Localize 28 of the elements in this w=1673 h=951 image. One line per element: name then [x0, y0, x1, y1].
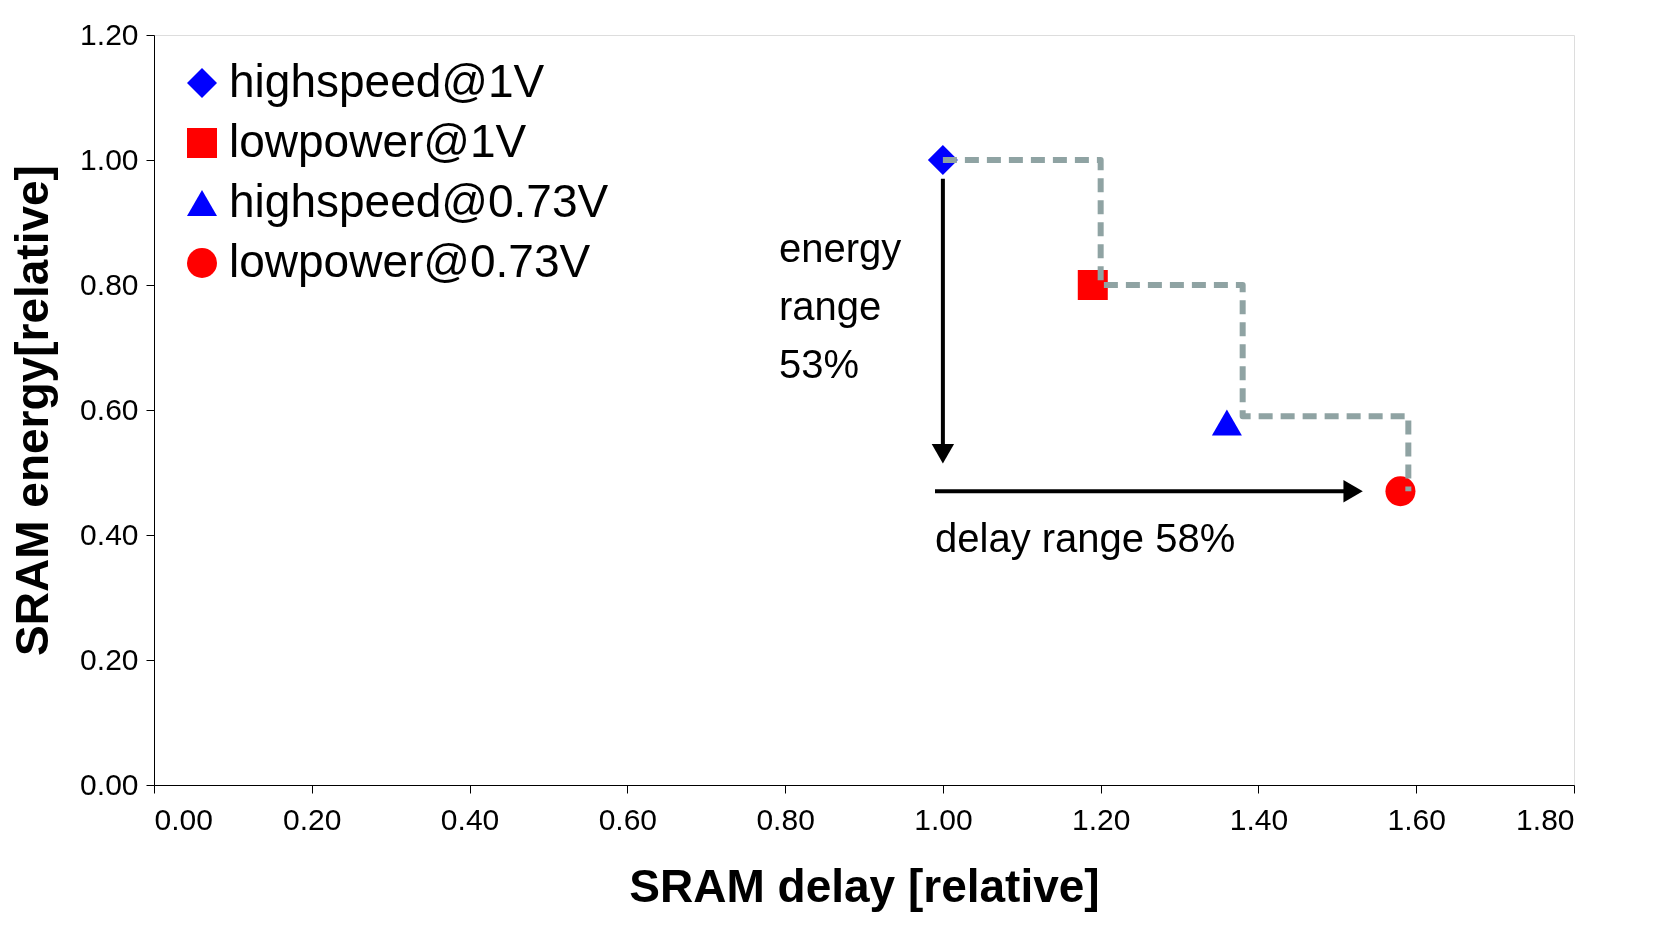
x-tick-label: 1.40	[1229, 802, 1289, 836]
point	[1385, 476, 1416, 507]
x-tick-label: 1.80	[1516, 802, 1575, 836]
y-tick-label: 0.00	[80, 767, 139, 801]
x-axis-title: SRAM delay [relative]	[629, 859, 1100, 912]
y-tick-label: 0.20	[80, 642, 139, 676]
legend-label: lowpower@1V	[229, 115, 527, 167]
x-tick-label: 1.00	[914, 802, 973, 836]
legend-label: highspeed@1V	[229, 55, 545, 107]
y-tick-label: 0.40	[80, 517, 139, 551]
point	[1211, 409, 1242, 436]
legend-label: lowpower@0.73V	[229, 235, 591, 287]
y-axis-title: SRAM energy[relative]	[6, 165, 59, 656]
x-tick-label: 1.60	[1387, 802, 1446, 836]
legend-label: highspeed@0.73V	[229, 175, 609, 227]
x-tick-label: 0.60	[598, 802, 658, 836]
annotation: delay range 58%	[935, 516, 1236, 560]
y-tick-label: 0.60	[80, 392, 139, 426]
y-tick-label: 1.00	[80, 142, 139, 176]
x-tick-label: 0.20	[283, 802, 342, 836]
x-tick-label: 0.80	[756, 802, 815, 836]
x-tick-label: 0.40	[440, 802, 500, 836]
x-tick-label: 0.00	[154, 802, 213, 836]
y-tick-label: 0.80	[80, 267, 139, 301]
y-tick-label: 1.20	[80, 17, 139, 51]
annotation: energy range 53%	[779, 226, 902, 386]
point	[1077, 270, 1108, 300]
x-tick-label: 1.20	[1071, 802, 1131, 836]
